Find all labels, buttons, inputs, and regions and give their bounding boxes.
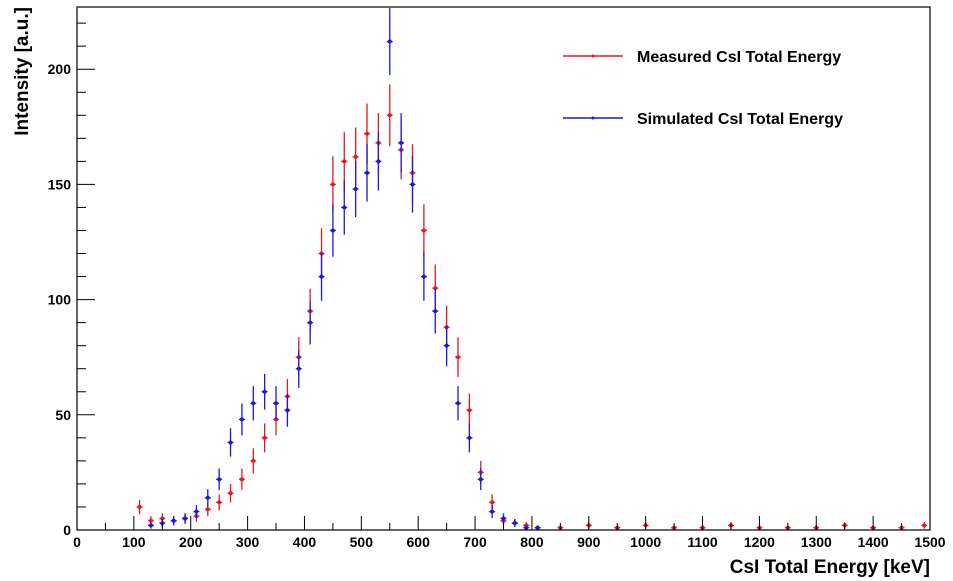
legend-marker-measured	[591, 54, 595, 58]
data-point	[239, 477, 244, 482]
data-point	[365, 131, 370, 136]
data-point	[330, 182, 335, 187]
data-point	[160, 516, 165, 521]
y-tick-label: 150	[48, 176, 72, 192]
data-point	[262, 389, 267, 394]
x-tick-label: 500	[350, 534, 374, 550]
data-point	[330, 228, 335, 233]
data-point	[217, 500, 222, 505]
y-tick-label: 50	[55, 407, 71, 423]
data-point	[194, 509, 199, 514]
legend-entry-measured: Measured CsI Total Energy	[563, 49, 841, 66]
data-point	[148, 523, 153, 528]
x-axis-title: CsI Total Energy [keV]	[730, 557, 930, 578]
data-point	[490, 500, 495, 505]
data-point	[228, 491, 233, 496]
data-point	[148, 518, 153, 523]
data-point	[467, 435, 472, 440]
data-point	[376, 159, 381, 164]
data-point	[137, 504, 142, 509]
legend-label-simulated: Simulated CsI Total Energy	[637, 111, 843, 128]
plot-frame	[76, 6, 931, 531]
x-tick-label: 700	[463, 534, 487, 550]
data-point	[228, 440, 233, 445]
legend: Measured CsI Total Energy Simulated CsI …	[563, 49, 843, 128]
data-point	[183, 516, 188, 521]
legend-label-measured: Measured CsI Total Energy	[637, 49, 841, 66]
legend-entry-simulated: Simulated CsI Total Energy	[563, 111, 843, 128]
data-point	[433, 286, 438, 291]
data-point	[205, 495, 210, 500]
data-point	[296, 366, 301, 371]
data-point	[205, 507, 210, 512]
x-tick-label: 1400	[858, 534, 889, 550]
data-point	[251, 401, 256, 406]
data-point	[512, 521, 517, 526]
data-point	[285, 408, 290, 413]
x-tick-label: 100	[122, 534, 146, 550]
y-tick-label: 0	[63, 522, 71, 538]
legend-marker-simulated	[591, 116, 595, 120]
x-tick-label: 1200	[744, 534, 775, 550]
data-point	[490, 509, 495, 514]
y-tick-label: 200	[48, 61, 72, 77]
series-layer	[136, 8, 928, 530]
data-point	[456, 355, 461, 360]
data-point	[171, 518, 176, 523]
data-point	[262, 435, 267, 440]
data-point	[342, 205, 347, 210]
data-point	[342, 159, 347, 164]
x-tick-label: 600	[407, 534, 431, 550]
y-axis-title: Intensity [a.u.]	[12, 7, 33, 136]
axes-layer: 0 100 200 300 400 500 600 700 800 900 1000 1100 1200…	[48, 22, 946, 550]
data-point	[922, 523, 927, 528]
x-tick-label: 400	[293, 534, 317, 550]
x-tick-label: 200	[179, 534, 203, 550]
data-point	[387, 113, 392, 118]
x-tick-label: 1300	[801, 534, 832, 550]
x-tick-label: 800	[520, 534, 544, 550]
data-point	[239, 417, 244, 422]
series-0	[136, 84, 928, 530]
data-point	[433, 309, 438, 314]
data-point	[421, 274, 426, 279]
data-point	[421, 228, 426, 233]
x-tick-label: 300	[236, 534, 260, 550]
data-point	[387, 39, 392, 44]
x-tick-label: 0	[73, 534, 81, 550]
data-point	[456, 401, 461, 406]
y-tick-label: 100	[48, 292, 72, 308]
data-point	[478, 477, 483, 482]
data-point	[353, 154, 358, 159]
data-point	[365, 170, 370, 175]
data-point	[308, 320, 313, 325]
data-point	[524, 525, 529, 530]
x-tick-label: 1100	[687, 534, 718, 550]
data-point	[467, 408, 472, 413]
series-1	[147, 8, 541, 530]
data-point	[217, 477, 222, 482]
data-point	[399, 140, 404, 145]
data-point	[274, 401, 279, 406]
data-point	[251, 458, 256, 463]
x-tick-label: 1500	[914, 534, 945, 550]
data-point	[319, 274, 324, 279]
data-point	[535, 525, 540, 530]
x-tick-label: 900	[577, 534, 601, 550]
data-point	[501, 516, 506, 521]
data-point	[444, 343, 449, 348]
x-tick-label: 1000	[630, 534, 661, 550]
data-point	[410, 182, 415, 187]
data-point	[353, 187, 358, 192]
